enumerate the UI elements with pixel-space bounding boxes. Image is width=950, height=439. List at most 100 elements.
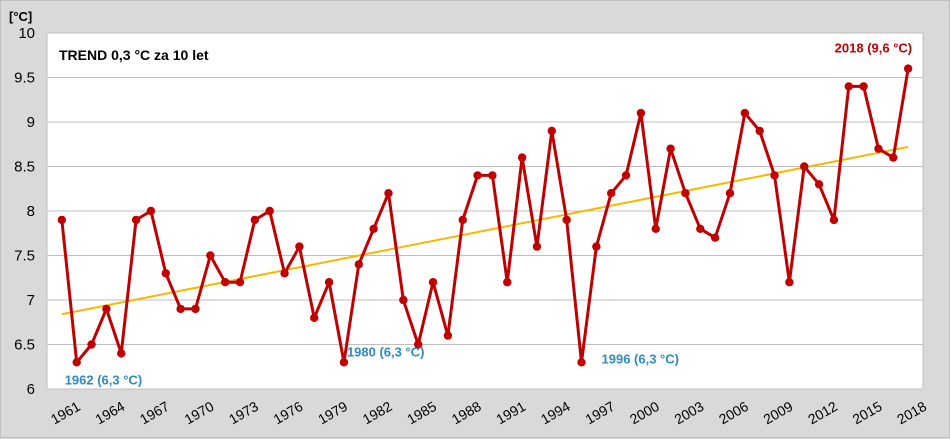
series-line bbox=[60, 68, 910, 364]
data-point bbox=[161, 269, 170, 278]
y-tick-label: 9 bbox=[27, 114, 35, 131]
data-point bbox=[295, 242, 304, 251]
y-tick-label: 10 bbox=[18, 25, 35, 42]
data-point bbox=[339, 358, 349, 367]
data-point bbox=[889, 153, 898, 162]
data-point bbox=[117, 349, 126, 358]
x-tick-label: 2018 bbox=[894, 398, 929, 428]
annotation-label: 1996 (6,3 °C) bbox=[602, 351, 679, 366]
data-point bbox=[458, 215, 467, 225]
data-point bbox=[517, 153, 527, 162]
data-point bbox=[310, 313, 319, 322]
data-point bbox=[206, 251, 215, 260]
y-tick-label: 7.5 bbox=[14, 248, 35, 265]
data-point bbox=[250, 215, 260, 225]
data-point bbox=[844, 82, 853, 91]
data-point bbox=[72, 358, 81, 367]
data-point bbox=[191, 304, 200, 314]
x-tick-label: 1970 bbox=[181, 398, 216, 428]
data-point bbox=[577, 358, 586, 367]
y-tick-label: 8.5 bbox=[14, 159, 35, 176]
x-tick-label: 1967 bbox=[137, 398, 172, 428]
data-point bbox=[800, 162, 809, 171]
data-point bbox=[235, 278, 245, 287]
data-point bbox=[859, 82, 868, 91]
x-tick-label: 1991 bbox=[493, 398, 528, 428]
data-point bbox=[592, 242, 601, 251]
x-tick-label: 2009 bbox=[761, 398, 796, 428]
data-point bbox=[547, 126, 557, 136]
data-point bbox=[413, 340, 423, 349]
x-tick-label: 1982 bbox=[360, 398, 395, 428]
data-point bbox=[696, 224, 705, 233]
data-point bbox=[428, 278, 438, 287]
x-tick-label: 1964 bbox=[92, 398, 127, 428]
x-tick-label: 1997 bbox=[582, 398, 617, 428]
y-tick-label: 6 bbox=[27, 381, 35, 398]
data-point bbox=[146, 206, 156, 216]
annotation-label: 2018 (9,6 °C) bbox=[835, 41, 912, 56]
data-point bbox=[324, 278, 334, 287]
y-axis-ticks: 6 6.5 7 7.5 8 8.5 9 9.5 10 bbox=[14, 25, 35, 398]
data-point bbox=[725, 189, 735, 198]
data-point bbox=[532, 242, 542, 251]
data-point bbox=[829, 215, 839, 225]
x-tick-label: 2015 bbox=[850, 398, 885, 428]
data-point bbox=[755, 126, 764, 136]
x-tick-label: 1961 bbox=[48, 398, 83, 428]
data-point bbox=[681, 189, 690, 198]
data-point bbox=[903, 64, 913, 73]
data-point bbox=[384, 189, 393, 198]
data-point bbox=[562, 215, 571, 225]
data-point bbox=[666, 144, 675, 153]
data-point bbox=[740, 108, 750, 118]
x-tick-label: 1973 bbox=[226, 398, 261, 428]
y-tick-label: 9.5 bbox=[14, 70, 35, 87]
annotations: 1962 (6,3 °C) 1980 (6,3 °C) 1996 (6,3 °C) 2… bbox=[65, 41, 912, 388]
x-tick-label: 2000 bbox=[627, 398, 662, 428]
x-tick-label: 1988 bbox=[449, 398, 484, 428]
data-point bbox=[443, 331, 453, 340]
data-point bbox=[621, 171, 631, 180]
data-point bbox=[354, 260, 363, 269]
data-point bbox=[607, 189, 616, 198]
data-point bbox=[369, 224, 378, 233]
x-tick-label: 1979 bbox=[315, 398, 350, 428]
data-point bbox=[814, 180, 824, 189]
data-point bbox=[785, 278, 794, 287]
y-tick-label: 8 bbox=[27, 203, 35, 220]
data-point bbox=[399, 295, 408, 305]
data-point bbox=[770, 171, 779, 180]
x-tick-label: 2006 bbox=[716, 398, 751, 428]
x-tick-label: 2012 bbox=[805, 398, 840, 428]
trend-label: TREND 0,3 °C za 10 let bbox=[59, 47, 209, 63]
data-point bbox=[710, 233, 720, 242]
x-tick-label: 2003 bbox=[671, 398, 706, 428]
data-point bbox=[87, 340, 96, 349]
annotation-label: 1962 (6,3 °C) bbox=[65, 372, 142, 387]
data-point bbox=[488, 171, 497, 180]
y-axis-unit-label: [°C] bbox=[9, 9, 32, 24]
data-point bbox=[636, 108, 646, 118]
data-point bbox=[874, 144, 883, 153]
data-point bbox=[57, 215, 67, 225]
y-tick-label: 6.5 bbox=[14, 337, 35, 354]
data-point bbox=[131, 215, 141, 225]
annotation-label: 1980 (6,3 °C) bbox=[347, 344, 424, 359]
x-axis-ticks: 1961 1964 1967 1970 1973 1976 1979 1982 1985 1988… bbox=[48, 398, 929, 428]
x-tick-label: 1994 bbox=[538, 398, 573, 428]
data-point bbox=[176, 304, 185, 314]
data-point bbox=[473, 171, 482, 180]
y-tick-label: 7 bbox=[27, 292, 35, 309]
data-points bbox=[57, 64, 913, 367]
data-point bbox=[651, 224, 660, 233]
data-point bbox=[280, 269, 289, 278]
data-point bbox=[503, 278, 512, 287]
data-point bbox=[265, 206, 274, 216]
x-tick-label: 1985 bbox=[404, 398, 439, 428]
data-point bbox=[102, 304, 111, 314]
x-tick-label: 1976 bbox=[271, 398, 306, 428]
grid-lines bbox=[47, 77, 923, 345]
